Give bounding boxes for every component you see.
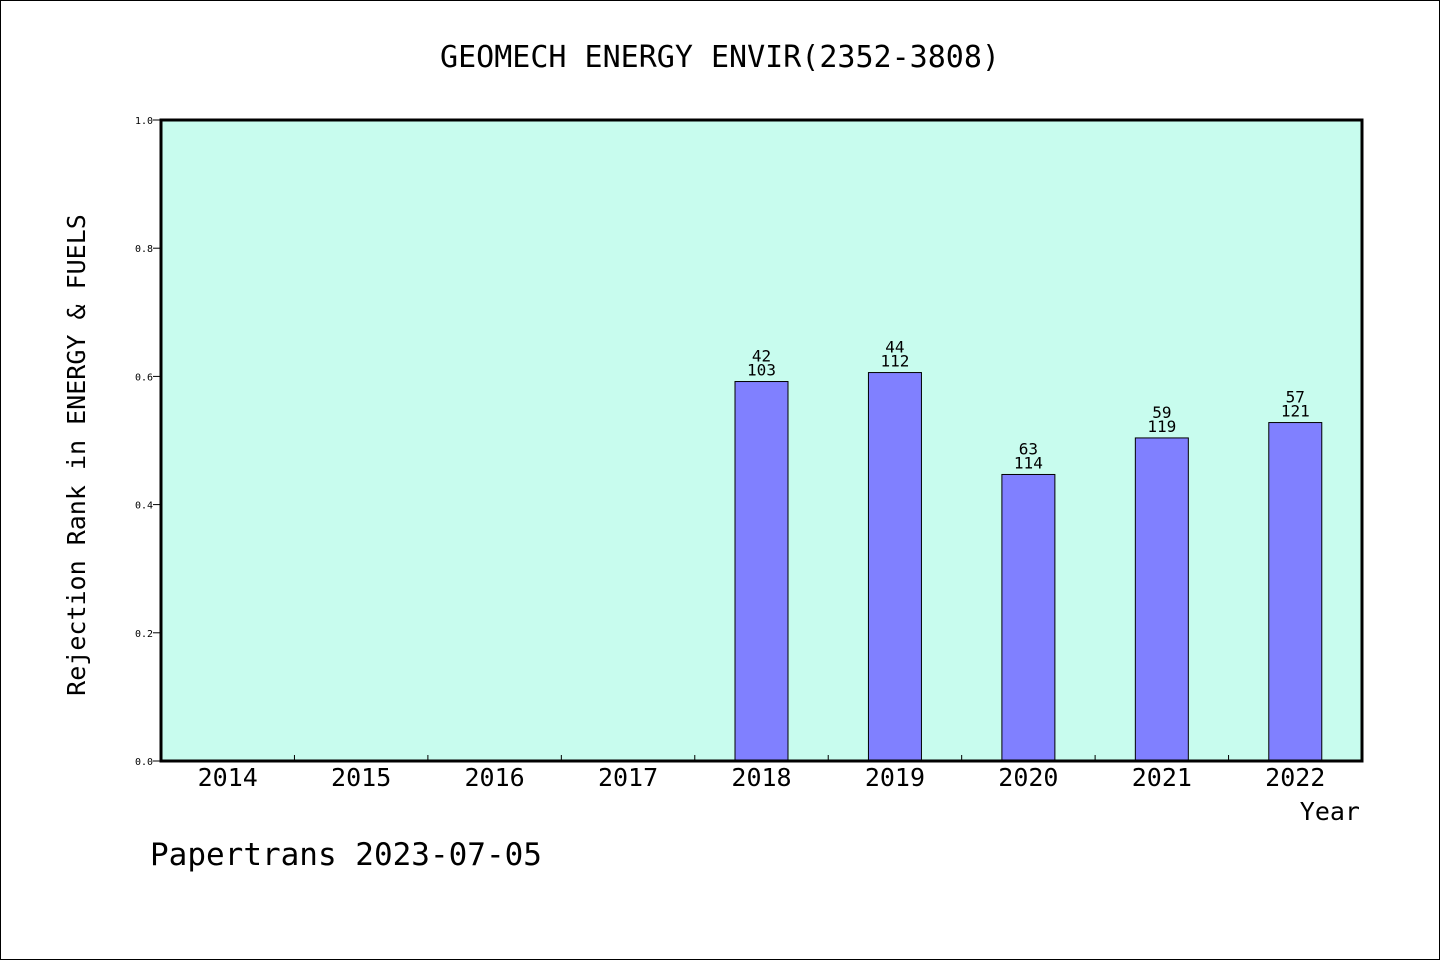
bar-label-bottom: 121 [1281,402,1310,421]
bar-label-top: 44 [885,338,904,357]
y-tick-label: 0.0 [135,757,153,768]
bar [1134,437,1189,762]
footer-text: Papertrans 2023-07-05 [150,837,542,873]
bar-label-bottom: 114 [1014,453,1043,472]
y-axis: 0.0 0.2 0.4 0.6 0.8 1.0 [135,116,161,768]
bar [734,381,789,762]
y-tick-label: 0.6 [135,372,153,383]
x-tick-label: 2014 [198,763,258,792]
y-tick-label: 1.0 [135,116,153,127]
x-tick-label: 2021 [1132,763,1192,792]
bar [1268,422,1323,762]
x-tick-label: 2022 [1265,763,1325,792]
plot-border [159,118,1364,763]
y-tick-label: 0.2 [135,629,153,640]
bar-label-bottom: 103 [747,361,776,380]
chart-title: GEOMECH ENERGY ENVIR(2352-3808) [440,40,1000,75]
y-tick-label: 0.8 [135,244,153,255]
bar [1001,473,1056,762]
x-axis-label: Year [1300,797,1360,826]
x-tick-label: 2020 [998,763,1058,792]
bar-label-bottom: 119 [1147,417,1176,436]
x-tick-label: 2019 [865,763,925,792]
y-axis-label: Rejection Rank in ENERGY & FUELS [62,214,91,696]
x-tick-label: 2018 [731,763,791,792]
bar-label-top: 59 [1152,403,1171,422]
bar-label-top: 63 [1019,439,1038,458]
x-tick-label: 2016 [465,763,525,792]
y-tick-label: 0.4 [135,501,153,512]
bar-label-top: 42 [752,347,771,366]
bar [867,372,922,762]
x-tick-label: 2015 [331,763,391,792]
x-axis: 2014 2015 2016 2017 2018 2019 2020 2021 2022 [198,755,1325,792]
bar-label-top: 57 [1286,388,1305,407]
x-tick-label: 2017 [598,763,658,792]
bar-label-bottom: 112 [880,352,909,371]
